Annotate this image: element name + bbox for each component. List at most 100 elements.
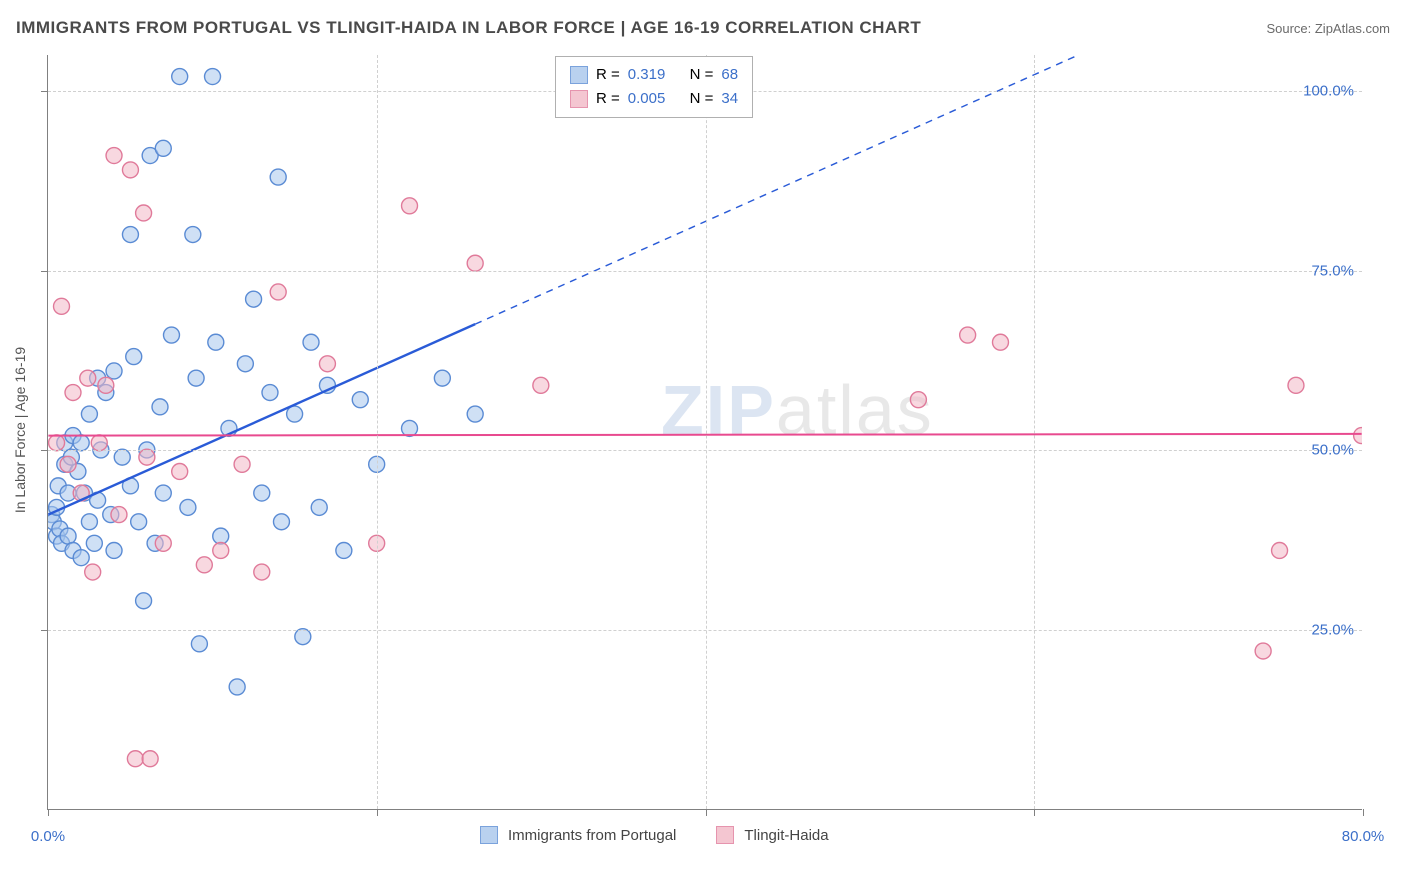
legend-n-value: 68: [721, 63, 738, 87]
ytick-mark: [41, 450, 48, 451]
legend-r-label: R =: [596, 63, 620, 87]
data-point-portugal: [270, 169, 286, 185]
data-point-portugal: [254, 485, 270, 501]
series-legend: Immigrants from Portugal Tlingit-Haida: [480, 826, 829, 844]
xtick-mark: [1363, 809, 1364, 816]
data-point-tlingit: [136, 205, 152, 221]
data-point-tlingit: [65, 385, 81, 401]
legend-n-label: N =: [690, 87, 714, 111]
source-label: Source: ZipAtlas.com: [1266, 21, 1390, 36]
data-point-tlingit: [533, 377, 549, 393]
data-point-tlingit: [80, 370, 96, 386]
data-point-tlingit: [213, 542, 229, 558]
data-point-portugal: [155, 140, 171, 156]
data-point-tlingit: [142, 751, 158, 767]
series-legend-item-tlingit: Tlingit-Haida: [716, 826, 828, 844]
data-point-tlingit: [254, 564, 270, 580]
data-point-tlingit: [196, 557, 212, 573]
legend-n-label: N =: [690, 63, 714, 87]
legend-row-tlingit: R = 0.005 N = 34: [570, 87, 738, 111]
data-point-portugal: [213, 528, 229, 544]
data-point-portugal: [131, 514, 147, 530]
y-axis-label: In Labor Force | Age 16-19: [12, 347, 28, 513]
xtick-label: 0.0%: [31, 828, 65, 845]
data-point-portugal: [191, 636, 207, 652]
data-point-portugal: [152, 399, 168, 415]
data-point-portugal: [434, 370, 450, 386]
legend-r-value: 0.319: [628, 63, 666, 87]
data-point-tlingit: [1354, 428, 1362, 444]
data-point-portugal: [229, 679, 245, 695]
data-point-tlingit: [49, 435, 65, 451]
data-point-portugal: [467, 406, 483, 422]
series-swatch-portugal: [480, 826, 498, 844]
legend-r-label: R =: [596, 87, 620, 111]
legend-swatch-portugal: [570, 66, 588, 84]
legend-swatch-tlingit: [570, 90, 588, 108]
data-point-tlingit: [910, 392, 926, 408]
ytick-label: 75.0%: [1311, 262, 1354, 279]
plot-area: ZIPatlas 25.0%50.0%75.0%100.0%0.0%80.0%: [47, 55, 1362, 810]
data-point-portugal: [185, 227, 201, 243]
data-point-portugal: [81, 514, 97, 530]
data-point-tlingit: [1272, 542, 1288, 558]
data-point-portugal: [155, 485, 171, 501]
data-point-portugal: [180, 499, 196, 515]
data-point-portugal: [311, 499, 327, 515]
xtick-mark: [48, 809, 49, 816]
data-point-portugal: [81, 406, 97, 422]
ytick-label: 25.0%: [1311, 622, 1354, 639]
data-point-portugal: [73, 435, 89, 451]
data-point-portugal: [352, 392, 368, 408]
data-point-portugal: [237, 356, 253, 372]
data-point-tlingit: [54, 298, 70, 314]
ytick-label: 100.0%: [1303, 82, 1354, 99]
data-point-portugal: [205, 69, 221, 85]
data-point-portugal: [163, 327, 179, 343]
chart-title: IMMIGRANTS FROM PORTUGAL VS TLINGIT-HAID…: [16, 18, 921, 38]
data-point-tlingit: [91, 435, 107, 451]
legend-r-value: 0.005: [628, 87, 666, 111]
data-point-portugal: [246, 291, 262, 307]
data-point-portugal: [172, 69, 188, 85]
data-point-portugal: [188, 370, 204, 386]
data-point-tlingit: [172, 464, 188, 480]
data-point-portugal: [336, 542, 352, 558]
data-point-tlingit: [234, 456, 250, 472]
ytick-mark: [41, 91, 48, 92]
xtick-mark: [706, 809, 707, 816]
data-point-tlingit: [60, 456, 76, 472]
gridline-v: [1034, 55, 1035, 809]
data-point-portugal: [208, 334, 224, 350]
data-point-tlingit: [467, 255, 483, 271]
gridline-v: [377, 55, 378, 809]
chart-header: IMMIGRANTS FROM PORTUGAL VS TLINGIT-HAID…: [16, 18, 1390, 38]
data-point-tlingit: [139, 449, 155, 465]
data-point-tlingit: [98, 377, 114, 393]
series-label: Immigrants from Portugal: [508, 827, 676, 844]
data-point-portugal: [86, 535, 102, 551]
data-point-portugal: [73, 550, 89, 566]
gridline-v: [706, 55, 707, 809]
ytick-mark: [41, 271, 48, 272]
data-point-portugal: [273, 514, 289, 530]
data-point-tlingit: [127, 751, 143, 767]
data-point-tlingit: [992, 334, 1008, 350]
legend-n-value: 34: [721, 87, 738, 111]
data-point-tlingit: [85, 564, 101, 580]
data-point-tlingit: [402, 198, 418, 214]
data-point-portugal: [122, 227, 138, 243]
data-point-portugal: [106, 542, 122, 558]
xtick-label: 80.0%: [1342, 828, 1385, 845]
data-point-tlingit: [319, 356, 335, 372]
ytick-label: 50.0%: [1311, 442, 1354, 459]
data-point-tlingit: [1255, 643, 1271, 659]
correlation-legend: R = 0.319 N = 68 R = 0.005 N = 34: [555, 56, 753, 118]
series-label: Tlingit-Haida: [744, 827, 828, 844]
data-point-portugal: [60, 528, 76, 544]
data-point-tlingit: [122, 162, 138, 178]
data-point-portugal: [114, 449, 130, 465]
data-point-portugal: [262, 385, 278, 401]
data-point-tlingit: [111, 507, 127, 523]
series-swatch-tlingit: [716, 826, 734, 844]
